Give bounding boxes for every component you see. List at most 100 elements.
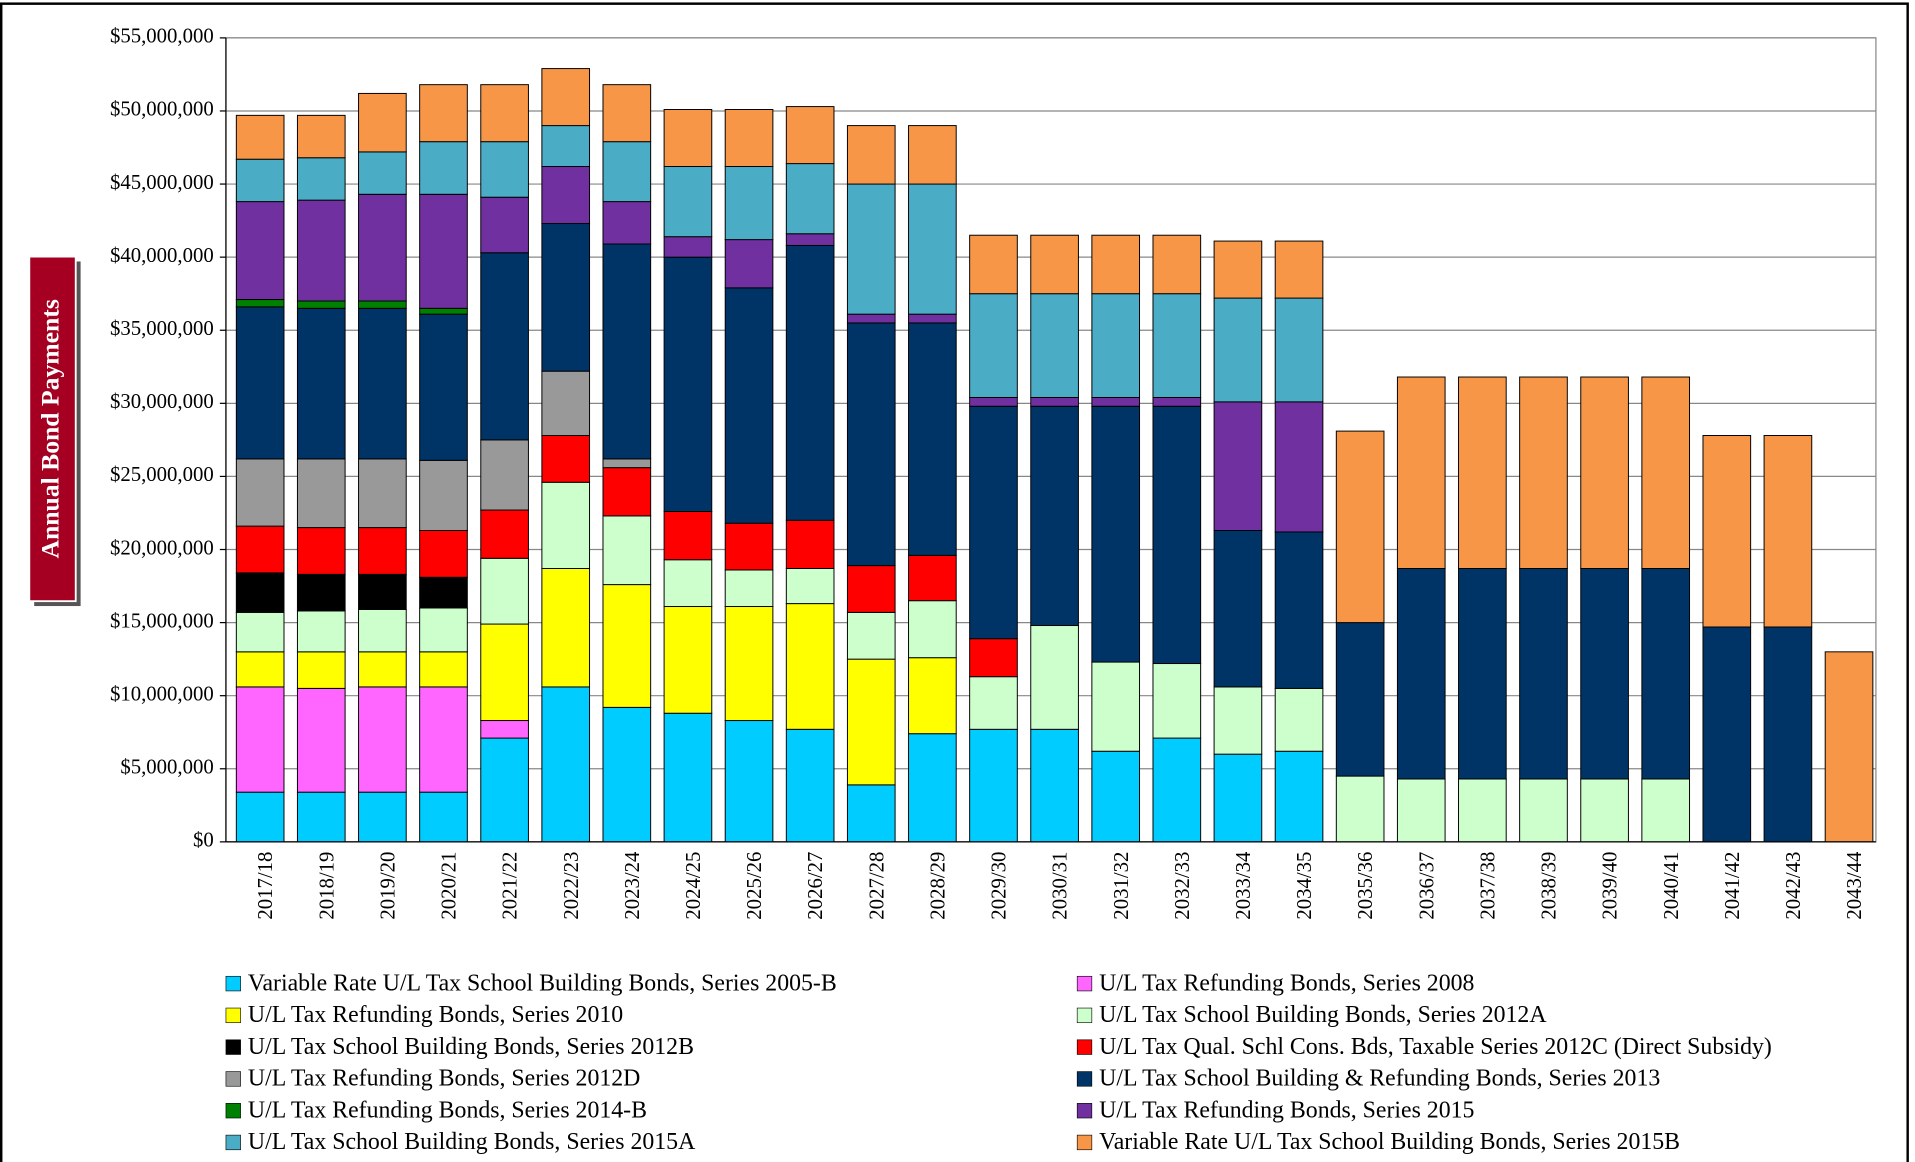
bar-segment [235,651,285,688]
legend-swatch [225,1039,241,1055]
y-tick-label: $20,000,000 [110,537,214,559]
bar-segment [296,687,346,793]
bar-segment [235,158,285,203]
bar-segment [785,603,835,730]
bar-segment [480,252,529,441]
legend-label: Variable Rate U/L Tax School Building Bo… [248,970,837,996]
bar-segment [358,458,407,529]
bar-segment [1580,778,1629,843]
x-tick-label: 2025/26 [744,852,766,920]
y-tick-label: $10,000,000 [110,683,214,705]
bar-segment [663,511,713,561]
x-tick-label: 2020/21 [439,852,461,920]
bar-segment [419,313,468,461]
bar-segment [1213,686,1263,755]
bar-segment [235,611,285,653]
bar-segment [663,236,713,258]
bar-segment [1641,568,1691,780]
bar-segment [1335,775,1385,843]
bar-segment [480,737,529,843]
bar-segment [358,651,407,688]
bar-segment [296,307,346,460]
bar-segment [419,307,468,315]
legend-label: U/L Tax School Building & Refunding Bond… [1099,1066,1660,1092]
x-tick-label: 2017/18 [255,852,277,920]
bar-segment [969,676,1018,730]
bar-segment [785,728,835,843]
legend-label: U/L Tax Refunding Bonds, Series 2008 [1099,970,1474,996]
bar-segment [724,287,774,524]
x-tick-label: 2036/37 [1416,852,1438,920]
bar-segment [602,706,652,843]
bar-segment [419,576,468,609]
bar-segment [908,600,957,659]
x-tick-label: 2039/40 [1600,852,1622,920]
y-tick-label: $25,000,000 [110,464,214,486]
bar-segment [358,527,407,575]
bar-segment [480,84,529,143]
bar-segment [724,606,774,722]
bar-segment [663,256,713,512]
bar-segment [969,293,1018,398]
bar-segment [235,114,285,160]
bar-segment [235,791,285,843]
bar-segment [1274,401,1324,533]
bar-segment [296,458,346,529]
x-tick-label: 2034/35 [1294,852,1316,920]
bar-segment [1274,297,1324,403]
bar-segment [969,638,1018,678]
bar-segment [1091,405,1141,663]
y-tick-label: $5,000,000 [120,757,213,779]
bar-segment [1396,376,1446,570]
bar-segment [1152,405,1202,665]
legend-label: U/L Tax Refunding Bonds, Series 2012D [248,1066,640,1092]
legend-label: Variable Rate U/L Tax School Building Bo… [1099,1129,1680,1155]
bar-segment [296,610,346,653]
x-tick-label: 2033/34 [1233,851,1255,920]
bar-segment [1641,376,1691,570]
bar-segment [1152,293,1202,398]
bar-segment [1702,434,1752,628]
x-tick-label: 2029/30 [989,852,1011,920]
bar-segment [235,572,285,613]
bar-segment [602,201,652,245]
y-axis-label: Annual Bond Payments [35,299,64,558]
legend-label: U/L Tax School Building Bonds, Series 20… [1099,1002,1547,1028]
bar-segment [480,509,529,559]
bar-segment [419,530,468,578]
bar-segment [296,527,346,575]
x-tick-label: 2019/20 [377,852,399,920]
x-tick-label: 2041/42 [1722,852,1744,920]
bar-segment [296,300,346,309]
bar-segment [1213,297,1263,403]
bar-segment [846,611,896,660]
legend-swatch [1076,975,1093,992]
bar-segment [785,233,835,246]
bar-segment [1030,234,1079,295]
bar-segment [908,183,957,315]
bar-segment [235,306,285,460]
bar-segment [1213,753,1263,843]
bar-segment [1091,234,1141,295]
y-tick-label: $55,000,000 [110,26,214,48]
bar-segment [1152,737,1202,843]
bar-segment [1091,661,1141,752]
bar-segment [1335,430,1385,624]
bar-segment [419,193,468,309]
bar-segment [358,193,407,302]
bar-segment [1030,728,1079,843]
bar-segment [358,791,407,843]
bar-segment [1030,625,1079,730]
legend-swatch [225,1134,241,1151]
bar-segment [1458,568,1507,780]
x-tick-label: 2023/24 [622,851,644,920]
x-tick-label: 2021/22 [500,852,522,920]
bar-segment [419,651,468,688]
bar-segment [1274,531,1324,689]
bar-segment [1763,434,1813,628]
bar-segment [1274,687,1324,752]
bar-segment [785,106,835,165]
bar-segment [296,157,346,201]
bar-segment [724,109,774,168]
